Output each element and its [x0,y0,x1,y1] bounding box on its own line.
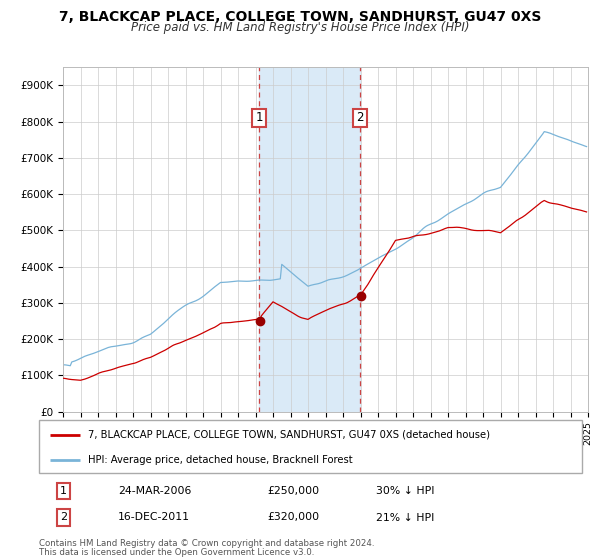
Text: Contains HM Land Registry data © Crown copyright and database right 2024.: Contains HM Land Registry data © Crown c… [39,539,374,548]
Text: 1: 1 [256,111,263,124]
Text: 2: 2 [356,111,364,124]
Text: 30% ↓ HPI: 30% ↓ HPI [376,486,434,496]
Text: 21% ↓ HPI: 21% ↓ HPI [376,512,434,522]
Text: £320,000: £320,000 [267,512,319,522]
Text: £250,000: £250,000 [267,486,319,496]
Text: 24-MAR-2006: 24-MAR-2006 [118,486,191,496]
Bar [259,67,360,412]
Text: 7, BLACKCAP PLACE, COLLEGE TOWN, SANDHURST, GU47 0XS (detached house): 7, BLACKCAP PLACE, COLLEGE TOWN, SANDHUR… [88,430,490,440]
Text: 7, BLACKCAP PLACE, COLLEGE TOWN, SANDHURST, GU47 0XS: 7, BLACKCAP PLACE, COLLEGE TOWN, SANDHUR… [59,10,541,24]
Text: Price paid vs. HM Land Registry's House Price Index (HPI): Price paid vs. HM Land Registry's House … [131,21,469,34]
Text: 16-DEC-2011: 16-DEC-2011 [118,512,190,522]
Text: HPI: Average price, detached house, Bracknell Forest: HPI: Average price, detached house, Brac… [88,455,352,465]
Text: 2: 2 [60,512,67,522]
Text: 1: 1 [60,486,67,496]
Text: This data is licensed under the Open Government Licence v3.0.: This data is licensed under the Open Gov… [39,548,314,557]
